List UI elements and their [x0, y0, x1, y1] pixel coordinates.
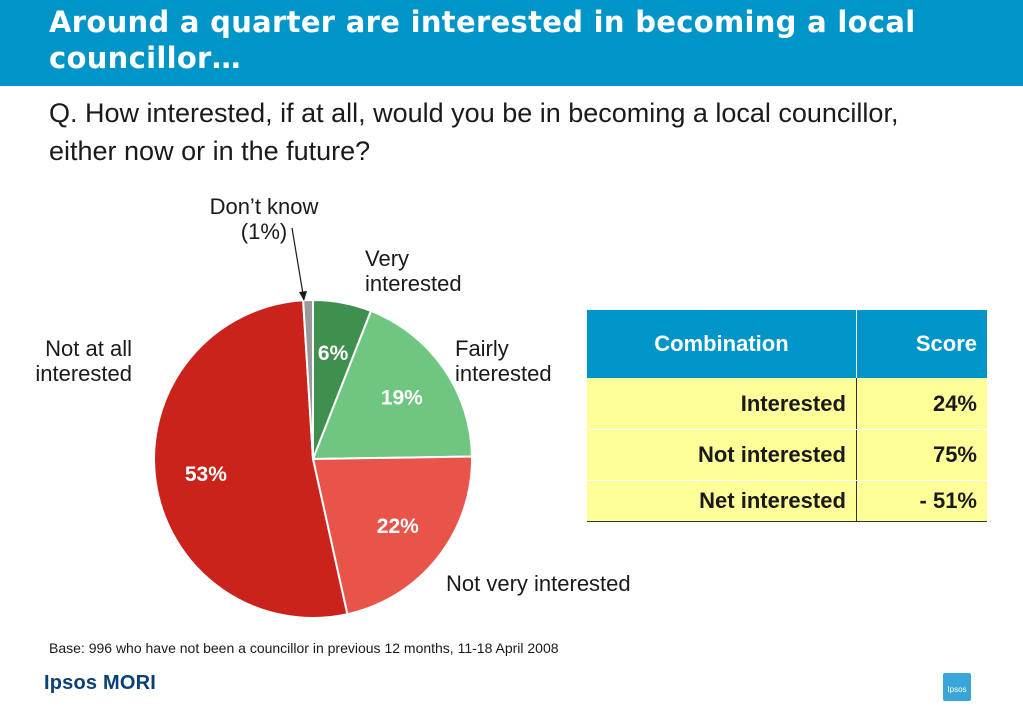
slide-title: Around a quarter are interested in becom… — [49, 5, 916, 75]
pie-data-label: 19% — [381, 386, 423, 409]
table-row: Net interested - 51% — [587, 480, 987, 522]
header-combination: Combination — [587, 310, 857, 378]
row-combination: Interested — [587, 378, 857, 430]
label-very-interested: Very interested — [365, 246, 462, 296]
base-footnote: Base: 996 who have not been a councillor… — [49, 640, 559, 656]
pie-slice-fairly-interested — [311, 309, 473, 461]
row-combination: Net interested — [587, 480, 857, 522]
row-score: - 51% — [856, 480, 987, 522]
ipsos-mori-logo: Ipsos MORI — [44, 672, 157, 694]
label-fairly-line2: interested — [455, 361, 552, 386]
row-score: 75% — [856, 429, 987, 481]
pie-data-label: 53% — [185, 463, 227, 486]
pie-data-label: 6% — [318, 342, 349, 365]
label-dont-know-line2: (1%) — [240, 219, 288, 244]
label-fairly-interested: Fairly interested — [455, 336, 552, 386]
label-very-line1: Very — [365, 246, 410, 271]
title-bar: Around a quarter are interested in becom… — [0, 0, 1023, 86]
pie-data-label: 22% — [377, 515, 419, 538]
pie-slice-not-very-interested — [311, 455, 473, 616]
label-not-at-all-interested: Not at all interested — [10, 336, 132, 386]
ipsos-badge-icon: Ipsos — [943, 673, 971, 701]
label-very-line2: interested — [365, 271, 462, 296]
row-score: 24% — [856, 378, 987, 430]
survey-question: Q. How interested, if at all, would you … — [49, 98, 899, 166]
label-fairly-line1: Fairly — [455, 336, 509, 361]
label-not-at-all-line2: interested — [35, 361, 132, 386]
label-not-at-all-line1: Not at all — [45, 336, 132, 361]
table-row: Not interested 75% — [587, 429, 987, 481]
header-score: Score — [856, 310, 987, 378]
row-combination: Not interested — [587, 429, 857, 481]
table-header-row: Combination Score — [587, 310, 987, 378]
pie-slice-not-at-all-interested — [153, 299, 349, 619]
label-dont-know-line1: Don’t know — [209, 194, 319, 219]
dont-know-arrowhead — [299, 291, 307, 301]
label-dont-know: Don’t know (1%) — [192, 194, 336, 244]
combination-table: Combination Score Interested 24% Not int… — [587, 310, 987, 522]
pie-slice-don-t-know-1 — [302, 298, 314, 460]
table-row: Interested 24% — [587, 378, 987, 430]
label-not-very-interested: Not very interested — [446, 571, 631, 596]
dont-know-leader-line — [291, 227, 305, 301]
